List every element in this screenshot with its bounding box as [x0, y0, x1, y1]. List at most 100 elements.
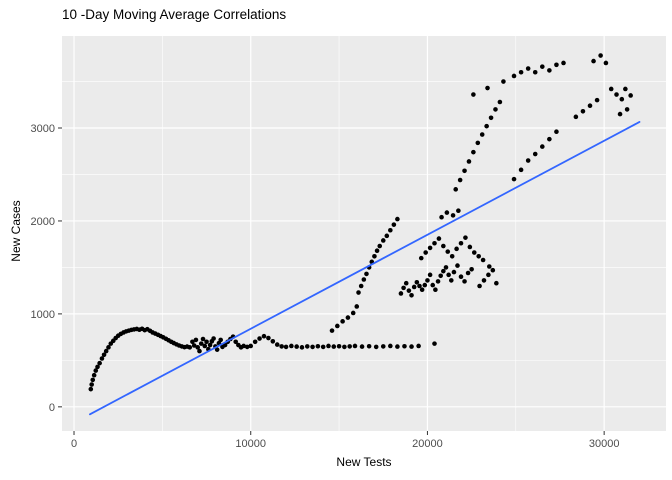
data-point	[320, 344, 326, 350]
data-point	[395, 216, 400, 222]
regression-line	[89, 121, 641, 416]
data-point	[340, 319, 345, 324]
data-point	[380, 344, 386, 349]
data-point	[547, 68, 552, 73]
data-point	[438, 273, 443, 279]
data-point	[195, 345, 201, 350]
data-point	[207, 342, 213, 348]
data-point	[380, 238, 386, 243]
data-point	[388, 343, 393, 349]
data-point	[197, 348, 202, 354]
data-point	[198, 341, 204, 346]
data-point	[374, 248, 380, 253]
data-point	[488, 115, 494, 121]
data-point	[436, 236, 442, 241]
data-point	[398, 291, 404, 296]
data-point	[187, 345, 193, 350]
data-point	[304, 344, 310, 349]
data-point	[476, 253, 481, 259]
data-point	[423, 250, 428, 255]
data-point	[364, 271, 369, 277]
data-point	[511, 176, 517, 182]
data-point	[446, 272, 451, 278]
data-point	[427, 245, 433, 251]
data-point	[477, 283, 482, 289]
data-point	[91, 372, 97, 378]
data-point	[409, 293, 414, 298]
data-point	[598, 53, 603, 58]
data-point	[89, 382, 94, 387]
data-point	[310, 344, 315, 350]
data-point	[432, 240, 437, 246]
x-axis-title: New Tests	[336, 455, 392, 469]
data-point	[352, 343, 358, 349]
data-point	[211, 336, 216, 341]
data-point	[490, 267, 496, 273]
data-point	[106, 345, 111, 350]
data-point	[455, 263, 460, 268]
data-point	[416, 343, 421, 349]
data-point	[345, 315, 351, 320]
data-point	[422, 282, 428, 288]
data-point	[283, 344, 289, 350]
data-point	[241, 343, 246, 349]
x-tick-label: 0	[71, 438, 77, 450]
data-point	[594, 97, 600, 103]
data-point	[580, 108, 586, 114]
data-point	[573, 114, 579, 120]
data-point	[414, 279, 420, 285]
data-point	[471, 250, 477, 255]
data-point	[417, 283, 422, 289]
data-point	[274, 342, 280, 347]
data-point	[628, 93, 633, 98]
data-point	[623, 86, 628, 92]
data-point	[453, 187, 459, 192]
plot-panel	[62, 36, 666, 431]
data-point	[430, 282, 436, 288]
data-point	[480, 257, 486, 263]
y-tick-label: 3000	[31, 123, 55, 135]
data-point	[361, 277, 367, 282]
data-point	[191, 343, 197, 348]
data-point	[411, 284, 417, 290]
data-point	[540, 64, 545, 69]
data-point	[403, 280, 409, 286]
data-point	[471, 92, 476, 97]
data-point	[467, 244, 473, 250]
data-point	[425, 278, 430, 283]
data-point	[441, 268, 446, 274]
data-point	[441, 243, 446, 249]
data-point	[193, 337, 199, 343]
x-tick-label: 10000	[235, 438, 266, 450]
data-point	[458, 240, 464, 246]
data-point	[356, 290, 361, 295]
data-point	[329, 328, 335, 333]
data-point	[359, 344, 365, 349]
data-point	[463, 235, 468, 240]
data-point	[336, 343, 342, 349]
data-point	[561, 60, 566, 66]
data-point	[97, 360, 102, 366]
data-point	[458, 274, 464, 280]
data-point	[347, 344, 352, 349]
data-point	[427, 272, 433, 278]
data-point	[471, 149, 476, 155]
data-point	[419, 287, 425, 293]
data-point	[603, 60, 609, 66]
data-point	[202, 343, 208, 349]
data-point	[486, 264, 492, 269]
data-point	[532, 151, 538, 157]
data-point	[391, 222, 397, 227]
data-point	[608, 86, 614, 92]
data-point	[540, 144, 545, 149]
data-point	[266, 335, 271, 341]
data-point	[331, 344, 337, 349]
data-point	[372, 253, 377, 259]
data-point	[435, 279, 441, 284]
data-point	[270, 339, 276, 344]
data-point	[350, 310, 356, 316]
data-point	[373, 344, 379, 350]
data-point	[200, 336, 206, 342]
